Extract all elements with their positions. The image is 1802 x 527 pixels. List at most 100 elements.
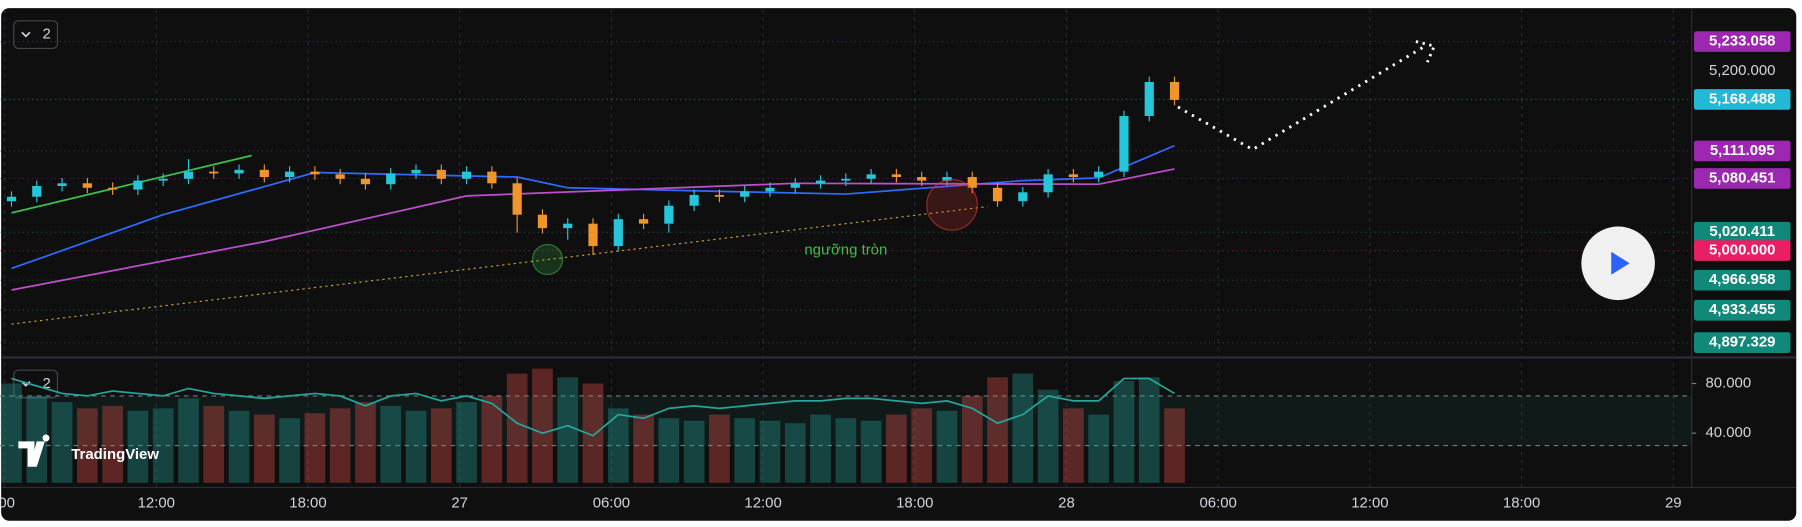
volume-bar (709, 414, 730, 483)
price-label: 5,080.451 (1709, 169, 1775, 186)
volume-bar (759, 420, 781, 483)
volume-bar (1012, 373, 1034, 483)
time-label: 12:00 (744, 494, 781, 511)
price-label-box (1693, 31, 1791, 52)
candle-body (411, 169, 421, 174)
volume-bar (532, 368, 553, 483)
time-label: 27 (451, 494, 468, 511)
candle-body (613, 219, 623, 247)
indicator-line (11, 168, 1175, 291)
candle-body (259, 169, 269, 178)
candle-body (841, 178, 851, 181)
candle-body (1169, 81, 1180, 100)
candle-body (815, 180, 826, 184)
volume-bar (481, 395, 503, 483)
highlight-circle (926, 178, 978, 231)
price-label-box (1693, 299, 1791, 321)
volume-bar (456, 402, 477, 483)
badge[interactable]: 2 (13, 20, 59, 49)
volume-bar (936, 410, 958, 483)
price-label: 5,020.411 (1709, 223, 1775, 240)
price-label: 4,933.455 (1709, 301, 1775, 318)
volume-bar (178, 398, 199, 483)
candle-body (942, 177, 952, 181)
logo-text: TradingView (71, 446, 159, 463)
volume-bar (1164, 408, 1185, 483)
price-label: 5,233.058 (1709, 33, 1775, 50)
time-label: 12:00 (138, 494, 175, 511)
volume-bar (886, 414, 907, 483)
volume-bar (203, 405, 225, 483)
candle-body (537, 214, 548, 229)
volume-bar (1088, 414, 1110, 483)
candle-body (891, 174, 901, 178)
candle-body (1043, 174, 1053, 193)
volume-bar (102, 405, 123, 483)
badge-count: 2 (43, 26, 51, 43)
time-label: 06:00 (1199, 494, 1236, 511)
candle-body (183, 171, 194, 179)
badge-count: 2 (43, 375, 51, 392)
volume-bar (1, 383, 22, 483)
candle-body (285, 171, 295, 178)
candle-body (209, 171, 219, 174)
candle-body (740, 191, 750, 197)
badge-box[interactable] (13, 369, 59, 399)
candle-body (967, 177, 977, 188)
volume-bar (355, 402, 376, 483)
y-tick-label: 40.000 (1705, 424, 1751, 441)
volume-bar (380, 405, 402, 483)
volume-bar (1063, 408, 1084, 483)
candle-body (714, 194, 725, 197)
chevron (21, 31, 31, 38)
time-label: 18:00 (896, 494, 933, 511)
time-label: 18:00 (1503, 494, 1540, 511)
candle-body (917, 177, 927, 181)
badge[interactable]: 2 (13, 369, 59, 399)
volume-bar (734, 418, 756, 483)
badge-box[interactable] (13, 20, 59, 49)
volume-bar (506, 373, 528, 483)
highlight-circle (531, 244, 564, 276)
volume-bar (987, 377, 1008, 483)
volume-bar (279, 418, 300, 483)
volume-bar (253, 414, 275, 483)
volume-bar (784, 423, 806, 483)
candle-body (790, 183, 800, 188)
volume-bar (152, 408, 174, 483)
time-label: 29 (1665, 494, 1682, 511)
volume-bar (911, 408, 933, 483)
time-label: 28 (1058, 494, 1075, 511)
time-label: 18:00 (289, 494, 326, 511)
candle-body (310, 171, 320, 175)
candle-body (335, 174, 345, 179)
candle-body (689, 194, 699, 206)
logo[interactable]: TradingView (18, 434, 159, 467)
volume-bar (683, 420, 705, 483)
panel (1, 8, 1797, 521)
plot-layer: :00 12:00 18:00 27 06:00 12:00 18:00 28 06:00 12:… (0, 9, 1751, 511)
price-label: 5,168.488 (1709, 90, 1775, 107)
play-button[interactable] (1581, 226, 1655, 301)
candle-body (57, 183, 67, 186)
candle-body (765, 187, 775, 192)
price-label-box (1693, 269, 1791, 291)
price-label: 5,200.000 (1709, 62, 1775, 79)
band (0, 395, 1692, 446)
volume-bar (607, 408, 629, 483)
volume-bar (658, 418, 680, 483)
volume-bar (51, 402, 73, 483)
candle-body (638, 219, 649, 224)
rsi-line (11, 377, 1175, 437)
price-label: 4,966.958 (1709, 271, 1775, 288)
price-label-box (1693, 168, 1791, 189)
volume-bar (430, 408, 452, 483)
volume-bar (405, 410, 427, 483)
annotation: ngưỡng tròn (804, 242, 887, 259)
candle-body (563, 223, 573, 229)
candle-body (1144, 81, 1154, 117)
candle-body (1094, 171, 1104, 178)
volume-bar (228, 410, 250, 483)
price-label: 4,897.329 (1709, 334, 1775, 351)
